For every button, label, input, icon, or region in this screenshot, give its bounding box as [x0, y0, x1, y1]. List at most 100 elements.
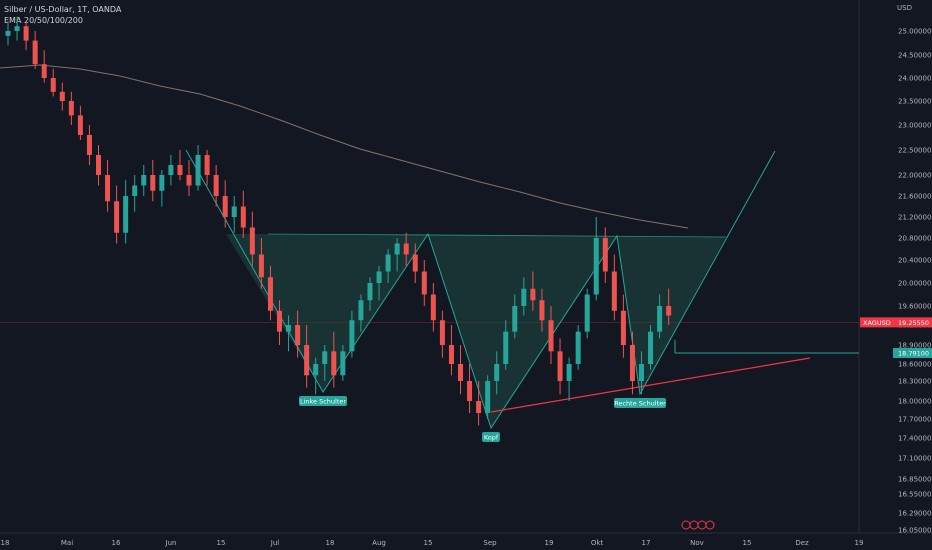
candle-body: [195, 155, 201, 186]
y-tick-label: 18.00000: [898, 398, 931, 406]
target-price-tag: [893, 348, 932, 358]
candle-body: [584, 294, 590, 332]
candle-body: [222, 196, 228, 217]
legend-title: Silber / US-Dollar, 1T, OANDA: [4, 5, 122, 14]
y-tick-label: 16.05000: [898, 527, 931, 535]
candle-body: [485, 381, 491, 413]
candle-body: [629, 345, 635, 381]
y-tick-label: 25.00000: [898, 28, 931, 36]
y-tick-label: 17.40000: [898, 435, 931, 443]
candle-body: [394, 243, 400, 255]
legend-indicator: EMA 20/50/100/200: [4, 16, 83, 25]
candle-body: [620, 310, 626, 345]
y-tick-label: 16.85000: [898, 476, 931, 484]
x-tick-label: Aug: [372, 539, 386, 547]
x-tick-label: 15: [743, 539, 752, 547]
candle-body: [105, 175, 111, 202]
candle-body: [313, 364, 319, 376]
x-tick-label: 19: [545, 539, 554, 547]
candle-body: [430, 294, 436, 321]
candle-body: [5, 31, 11, 36]
candle-body: [648, 331, 654, 364]
candle-body: [14, 26, 20, 31]
candle-body: [575, 331, 581, 364]
y-tick-label: 17.10000: [898, 455, 931, 463]
candle-body: [249, 227, 255, 255]
candle-body: [331, 351, 337, 376]
candle-body: [467, 381, 473, 401]
candle-body: [593, 238, 599, 295]
candle-body: [421, 271, 427, 295]
candle-body: [231, 206, 237, 217]
candle-body: [304, 345, 310, 376]
ema-200-line: [0, 64, 689, 229]
candle-body: [277, 310, 282, 332]
candle-body: [376, 271, 382, 283]
x-tick-label: 18: [326, 539, 335, 547]
candle-body: [548, 320, 554, 352]
neckline: [490, 357, 811, 413]
x-tick-label: Sep: [483, 539, 497, 547]
y-tick-label: 16.55000: [898, 491, 931, 499]
candle-body: [77, 115, 83, 135]
candle-body: [286, 325, 292, 332]
candle-body: [150, 175, 156, 191]
candle-body: [186, 175, 192, 186]
candle-body: [403, 243, 409, 255]
candle-body: [213, 175, 219, 196]
y-tick-label: 20.00000: [898, 280, 931, 288]
x-tick-label: Dez: [795, 539, 809, 547]
candle-body: [86, 135, 92, 155]
candle-body: [204, 155, 210, 175]
candle-body: [96, 155, 101, 175]
target-price-value: 18.79100: [898, 350, 929, 358]
candle-body: [258, 254, 264, 278]
x-tick-label: 15: [217, 539, 226, 547]
candle-body: [521, 288, 527, 306]
candle-body: [349, 320, 355, 352]
pattern-label-box: [482, 432, 500, 442]
candle-body: [23, 26, 29, 41]
pattern-label-box: [614, 398, 666, 408]
candle-body: [159, 175, 165, 191]
candle-body: [141, 175, 147, 186]
current-price-value: 19.25550: [898, 319, 929, 327]
y-tick-label: 16.29000: [898, 510, 931, 518]
y-tick-label: 23.00000: [898, 122, 931, 130]
candle-body: [439, 320, 445, 345]
candle-body: [412, 254, 418, 272]
y-tick-label: 23.50000: [898, 98, 931, 106]
candle-body: [132, 185, 138, 196]
candle-body: [611, 271, 617, 311]
x-tick-label: Jul: [270, 539, 280, 547]
candle-body: [50, 78, 56, 92]
x-tick-label: 16: [112, 539, 121, 547]
x-tick-label: Nov: [690, 539, 704, 547]
candle-body: [458, 364, 463, 381]
candle-body: [566, 364, 572, 381]
candle-body: [476, 401, 482, 413]
event-marker-icon: [681, 520, 691, 530]
candle-body: [657, 306, 663, 332]
chart-legend: Silber / US-Dollar, 1T, OANDA EMA 20/50/…: [4, 4, 121, 26]
right-shoulder-area: [617, 236, 726, 394]
y-tick-label: 21.20000: [898, 214, 931, 222]
y-tick-label: 22.00000: [898, 172, 931, 180]
candle-body: [168, 165, 174, 175]
candle-body: [494, 364, 500, 381]
candle-body: [322, 351, 328, 364]
pattern-label: Kopf: [484, 433, 499, 441]
candle-body: [539, 300, 545, 321]
candle-body: [41, 64, 47, 78]
x-tick-label: Jun: [165, 539, 177, 547]
y-tick-label: 20.80000: [898, 235, 931, 243]
candle-body: [666, 306, 672, 316]
candle-body: [123, 196, 129, 233]
y-tick-label: 18.90000: [898, 342, 931, 350]
candle-body: [512, 306, 518, 332]
candle-body: [557, 351, 563, 381]
candle-body: [240, 206, 246, 228]
x-tick-label: Okt: [591, 539, 604, 547]
x-tick-label: 18: [1, 539, 10, 547]
